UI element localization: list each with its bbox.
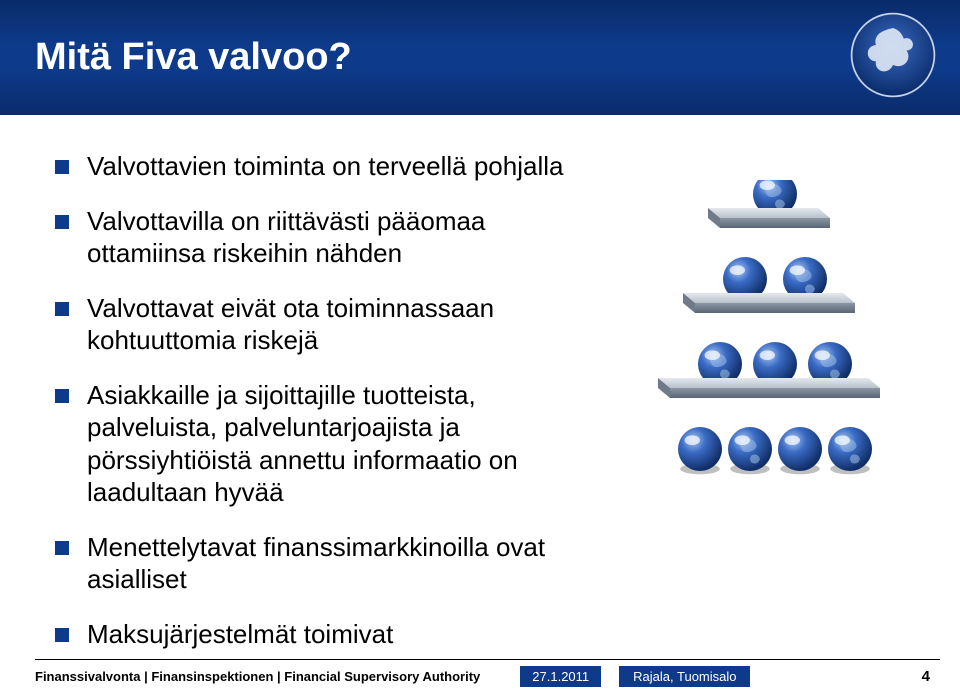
footer-page-number: 4 <box>922 668 940 685</box>
org-logo <box>848 10 938 100</box>
footer: Finanssivalvonta | Finansinspektionen | … <box>35 659 940 687</box>
bullet-item: Valvottavat eivät ota toiminnassaan koht… <box>55 292 595 357</box>
bullet-item: Valvottavilla on riittävästi pääomaa ott… <box>55 205 595 270</box>
footer-date: 27.1.2011 <box>520 666 601 687</box>
slide: Mitä Fiva valvoo? Valvottavien toiminta … <box>0 0 960 699</box>
bullet-list: Valvottavien toiminta on terveellä pohja… <box>55 150 595 650</box>
bullet-item: Menettelytavat finanssimarkkinoilla ovat… <box>55 531 595 596</box>
footer-org: Finanssivalvonta | Finansinspektionen | … <box>35 669 480 684</box>
title-bar: Mitä Fiva valvoo? <box>0 0 960 115</box>
spheres-illustration <box>650 180 900 500</box>
bullet-item: Maksujärjestelmät toimivat <box>55 618 595 651</box>
bullet-item: Asiakkaille ja sijoittajille tuotteista,… <box>55 379 595 509</box>
footer-author: Rajala, Tuomisalo <box>619 666 750 687</box>
content-area: Valvottavien toiminta on terveellä pohja… <box>55 150 595 672</box>
bullet-item: Valvottavien toiminta on terveellä pohja… <box>55 150 595 183</box>
slide-title: Mitä Fiva valvoo? <box>0 36 352 79</box>
